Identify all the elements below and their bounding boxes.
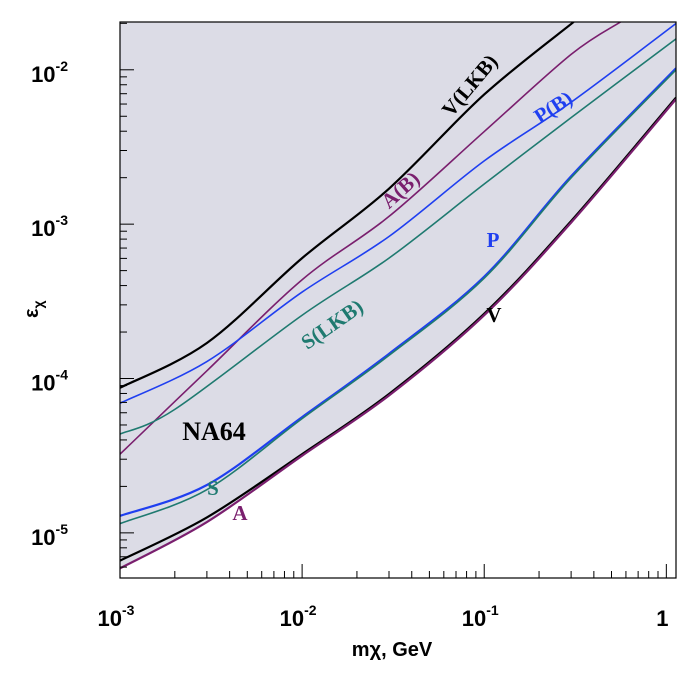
- x-tick-label: 1: [656, 606, 668, 631]
- curve-label-a: A: [232, 501, 248, 525]
- curve-label-s: S: [207, 476, 219, 500]
- curve-label-p: P: [487, 228, 500, 252]
- x-tick-label: 10-1: [462, 602, 499, 631]
- x-axis-label: mχ, GeV: [352, 639, 433, 661]
- y-tick-label: 10-3: [31, 212, 68, 241]
- plot-frame: [119, 21, 677, 579]
- x-tick-label: 10-3: [98, 602, 135, 631]
- series-line-p: [120, 67, 676, 517]
- series-line-pb: [120, 22, 676, 404]
- y-axis-label: εχ: [21, 300, 46, 318]
- series-line-slkb: [120, 38, 676, 435]
- y-tick-label: 10-5: [31, 521, 68, 550]
- excluded-region: [120, 22, 676, 569]
- y-tick-label: 10-2: [31, 58, 68, 87]
- series-line-vlkb: [120, 22, 575, 389]
- curve-label-v: V: [486, 303, 501, 327]
- na64-annotation: NA64: [182, 417, 246, 446]
- x-tick-label: 10-2: [280, 602, 317, 631]
- y-tick-label: 10-4: [31, 367, 68, 396]
- series-line-s: [120, 69, 676, 525]
- series-line-ab: [120, 22, 621, 455]
- series-line-a: [120, 98, 676, 570]
